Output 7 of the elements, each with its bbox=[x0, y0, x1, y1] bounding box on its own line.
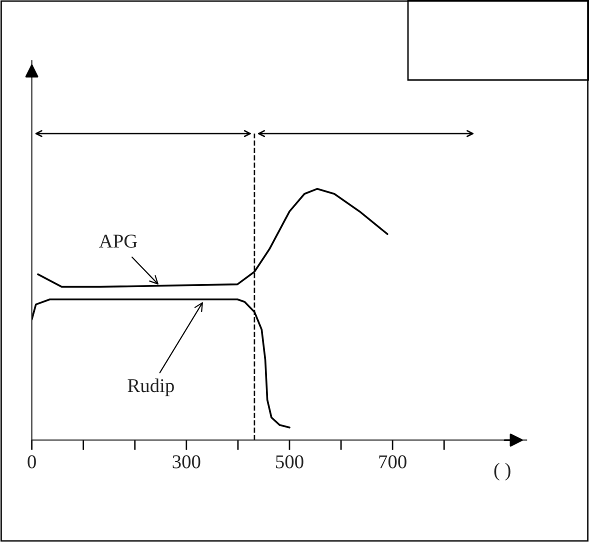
x-tick-label: 700 bbox=[379, 455, 406, 468]
annotation: APG bbox=[98, 234, 138, 248]
x-tick-label: 300 bbox=[172, 455, 200, 468]
x-tick-label: 500 bbox=[276, 455, 304, 468]
x-tick-label: 0 bbox=[28, 455, 36, 468]
x-axis-title: ( ) bbox=[494, 462, 510, 480]
annotation: Rudip bbox=[128, 378, 174, 396]
